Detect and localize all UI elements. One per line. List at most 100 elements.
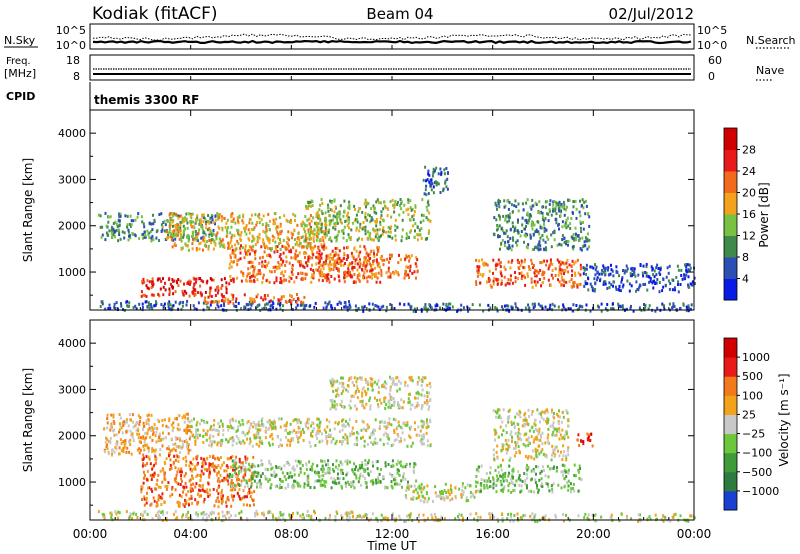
velocity-cell: [333, 379, 335, 383]
power-cell: [382, 207, 385, 211]
velocity-cell: [426, 395, 429, 398]
power-cell: [310, 275, 313, 279]
power-cell: [517, 202, 520, 206]
power-cell: [218, 237, 221, 241]
power-cell: [195, 236, 197, 239]
nsky-label: N.Sky: [4, 34, 36, 47]
power-cell: [278, 263, 281, 267]
velocity-cell: [390, 403, 393, 407]
power-cell: [209, 294, 211, 298]
velocity-cell: [264, 475, 267, 478]
power-cell: [320, 256, 323, 260]
power-cell: [337, 275, 340, 279]
power-cell: [274, 265, 277, 269]
velocity-cell: [146, 469, 149, 473]
power-cell: [268, 269, 271, 273]
velocity-cell: [131, 432, 134, 436]
velocity-cell: [326, 442, 328, 446]
velocity-cell: [270, 473, 273, 477]
power-cell: [303, 295, 306, 299]
freq-ytick-top: 18: [66, 54, 80, 67]
power-cell: [209, 303, 212, 307]
power-cell: [448, 306, 451, 310]
power-cell: [527, 303, 530, 307]
power-cell: [294, 238, 296, 241]
velocity-cell: [190, 488, 193, 492]
velocity-cell: [188, 503, 190, 507]
power-cell: [275, 227, 278, 231]
power-colorbar-tick-label: 28: [742, 144, 756, 157]
power-cell: [286, 236, 289, 240]
power-cell: [327, 230, 330, 234]
power-cell: [126, 214, 129, 218]
velocity-cell: [358, 476, 361, 480]
power-cell: [565, 280, 568, 284]
power-cell: [268, 247, 271, 251]
power-cell: [427, 169, 430, 173]
power-cell: [367, 230, 369, 234]
velocity-cell: [370, 441, 373, 444]
velocity-cell: [389, 385, 392, 389]
power-cell: [544, 217, 547, 221]
power-cell: [514, 302, 517, 306]
velocity-cell: [305, 425, 307, 428]
power-cell: [130, 219, 133, 223]
power-cell: [141, 220, 144, 224]
velocity-cell: [187, 419, 190, 423]
power-cell: [626, 279, 629, 283]
power-cell: [687, 306, 690, 310]
power-cell: [336, 257, 339, 261]
power-cell: [245, 232, 248, 236]
power-cell: [348, 303, 351, 307]
power-cell: [541, 234, 544, 237]
velocity-cell: [129, 443, 132, 446]
velocity-cell: [249, 504, 251, 508]
power-cell: [174, 244, 177, 247]
power-cell: [446, 305, 449, 309]
power-cell: [529, 267, 532, 271]
power-cell: [271, 300, 274, 304]
power-cell: [584, 244, 587, 247]
velocity-cell: [239, 497, 242, 501]
power-cell: [215, 285, 218, 289]
power-cell: [323, 244, 326, 248]
power-cell: [358, 274, 361, 278]
power-cell: [211, 218, 214, 222]
velocity-cell: [207, 495, 210, 498]
power-cell: [259, 272, 262, 276]
power-cell: [629, 272, 632, 276]
velocity-cell: [346, 461, 349, 465]
power-cell: [223, 217, 226, 220]
power-cell: [432, 167, 435, 171]
power-cell: [405, 236, 408, 240]
velocity-cell: [301, 464, 304, 467]
power-cell: [239, 257, 242, 261]
power-cell: [688, 269, 691, 273]
power-cell: [229, 246, 232, 250]
power-cell: [175, 234, 178, 238]
power-cell: [561, 238, 564, 241]
power-cell: [288, 249, 291, 253]
velocity-cell: [233, 483, 236, 487]
power-cell: [496, 282, 499, 286]
velocity-cell: [407, 401, 410, 405]
power-cell: [265, 222, 268, 225]
power-cell: [262, 214, 265, 218]
power-cell: [506, 281, 509, 285]
velocity-cell: [417, 425, 420, 429]
power-colorbar-segment: [724, 235, 737, 258]
power-cell: [630, 284, 633, 288]
power-cell: [340, 263, 342, 267]
power-cell: [396, 225, 399, 229]
velocity-cell: [242, 464, 245, 468]
power-cell: [394, 224, 397, 228]
velocity-cell: [232, 464, 235, 468]
power-cell: [521, 223, 524, 227]
power-cell: [365, 276, 368, 280]
power-cell: [297, 254, 299, 258]
power-cell: [325, 306, 328, 310]
power-ytick-label: 3000: [58, 173, 86, 186]
velocity-cell: [318, 429, 321, 433]
power-cell: [351, 221, 354, 225]
